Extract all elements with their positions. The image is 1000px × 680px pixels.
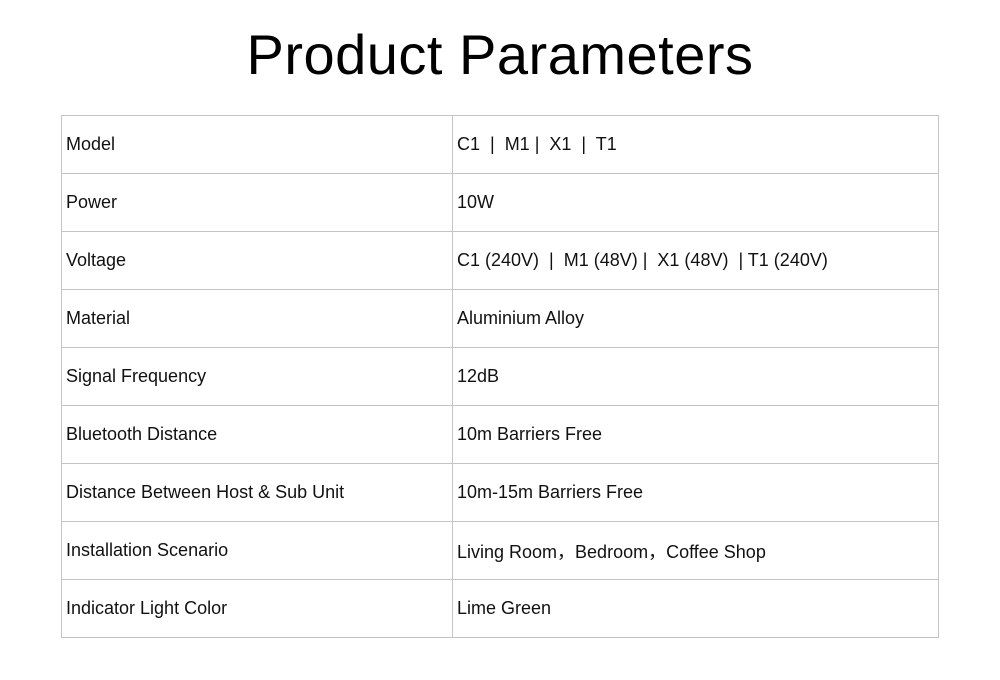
parameter-value: C1 (240V) | M1 (48V) | X1 (48V) | T1 (24… [452, 231, 939, 290]
table-row: Model C1 | M1 | X1 | T1 [61, 115, 939, 174]
parameter-value: Aluminium Alloy [452, 289, 939, 348]
table-row: Indicator Light Color Lime Green [61, 579, 939, 638]
parameter-label: Model [61, 115, 453, 174]
table-row: Bluetooth Distance 10m Barriers Free [61, 405, 939, 464]
parameter-label: Material [61, 289, 453, 348]
parameter-value: Living Room，Bedroom，Coffee Shop [452, 521, 939, 580]
table-row: Distance Between Host & Sub Unit 10m-15m … [61, 463, 939, 522]
parameter-value: 10m Barriers Free [452, 405, 939, 464]
parameter-value: 10m-15m Barriers Free [452, 463, 939, 522]
parameter-value: 10W [452, 173, 939, 232]
parameter-label: Signal Frequency [61, 347, 453, 406]
parameter-value: Lime Green [452, 579, 939, 638]
parameter-label: Power [61, 173, 453, 232]
parameter-label: Installation Scenario [61, 521, 453, 580]
parameter-label: Indicator Light Color [61, 579, 453, 638]
table-row: Voltage C1 (240V) | M1 (48V) | X1 (48V) |… [61, 231, 939, 290]
parameter-value: C1 | M1 | X1 | T1 [452, 115, 939, 174]
page-title: Product Parameters [246, 23, 754, 86]
table-row: Power 10W [61, 173, 939, 232]
table-row: Installation Scenario Living Room，Bedroom… [61, 521, 939, 580]
parameter-label: Voltage [61, 231, 453, 290]
parameters-table: Model C1 | M1 | X1 | T1 Power 10W Voltage C1 … [61, 115, 939, 638]
table-row: Signal Frequency 12dB [61, 347, 939, 406]
parameter-label: Distance Between Host & Sub Unit [61, 463, 453, 522]
parameter-label: Bluetooth Distance [61, 405, 453, 464]
parameter-value: 12dB [452, 347, 939, 406]
table-row: Material Aluminium Alloy [61, 289, 939, 348]
